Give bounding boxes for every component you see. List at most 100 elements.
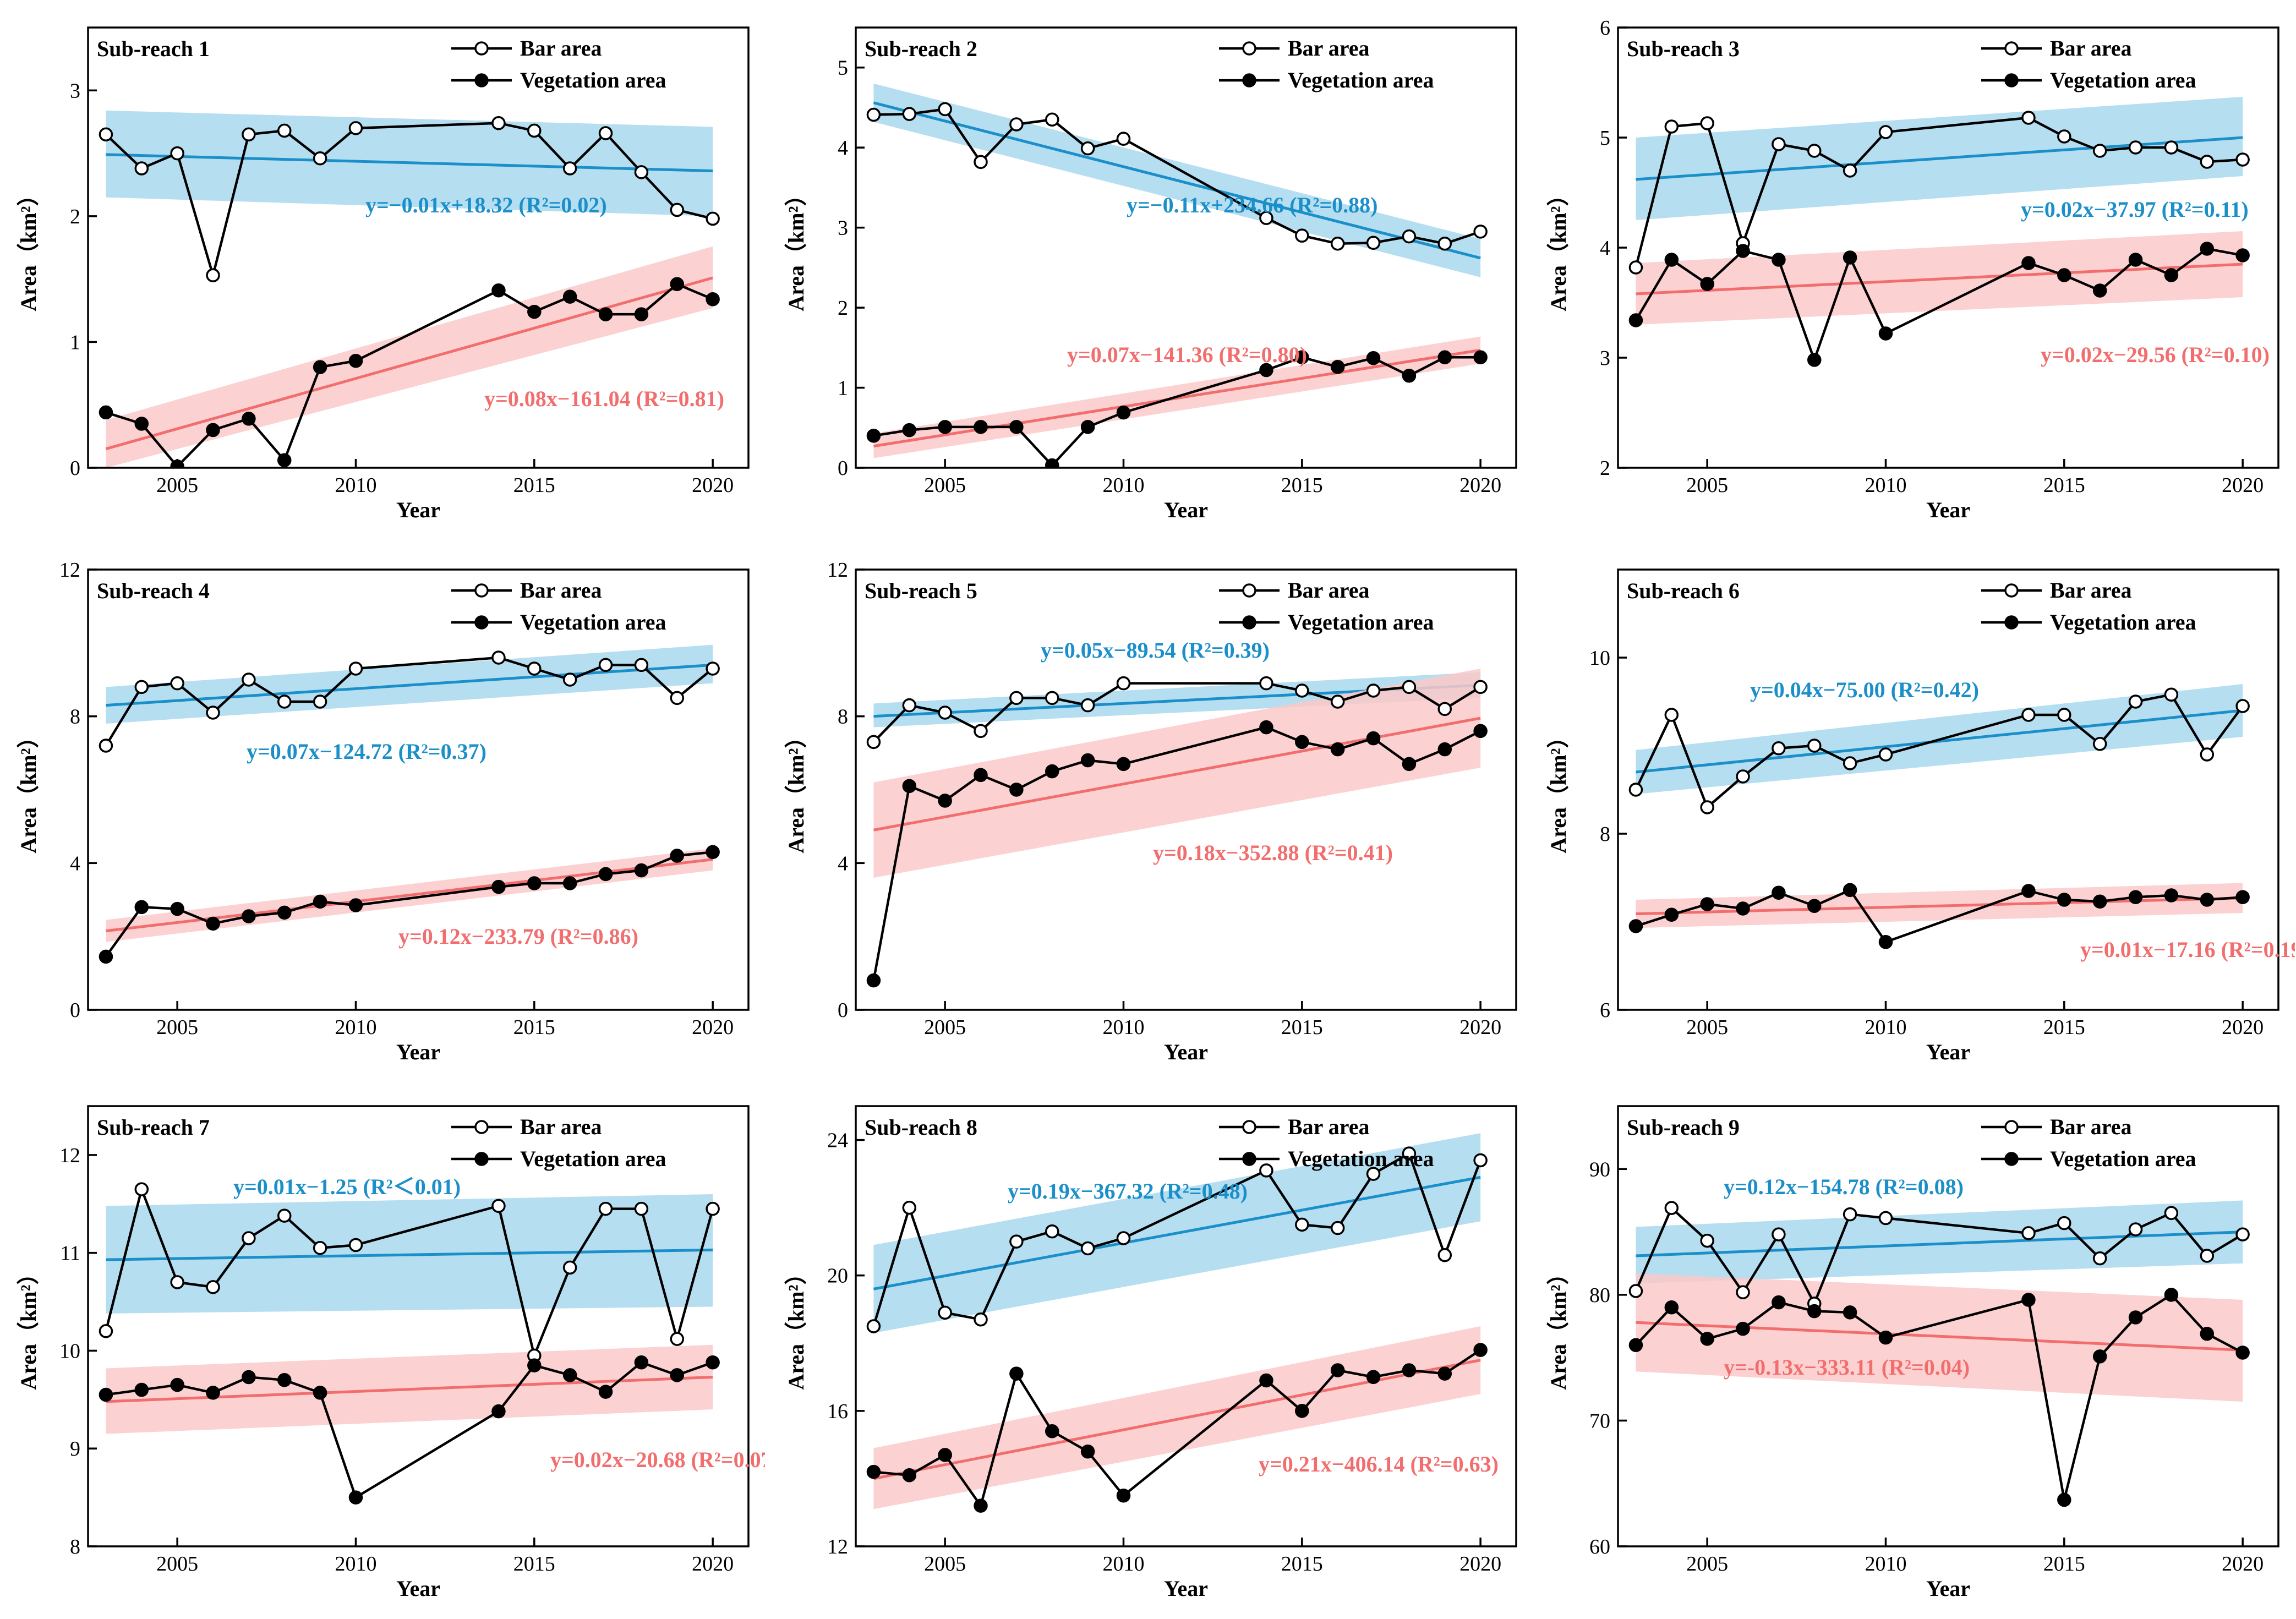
bar-area-point	[1295, 683, 1309, 698]
bar-fit-line	[873, 101, 1481, 260]
bar-area-point	[99, 127, 113, 142]
vegetation-fit-line	[1636, 262, 2243, 296]
bar-area-point	[1843, 756, 1857, 770]
y-axis-label: Area（km²）	[1546, 726, 1571, 853]
legend-item-bar-area: Bar area	[1981, 36, 2132, 61]
chart-panel: 2005 2010 2015 2020 0 1 2 3 4 5 Year Area（km²） Sub-r…	[768, 0, 1533, 537]
legend-label: Vegetation area	[2050, 68, 2196, 92]
chart-panel: 2005 2010 2015 2020 12 16 20 24 Year Area（km²） Sub…	[768, 1079, 1533, 1615]
legend-item-vegetation-area: Vegetation area	[1219, 68, 1434, 92]
plot-frame	[1617, 568, 2279, 1011]
plot-area	[1628, 97, 2250, 367]
vegetation-area-point	[562, 289, 577, 304]
vegetation-area-point	[1772, 885, 1786, 900]
bar-area-point	[1437, 702, 1452, 716]
bar-area-point	[938, 102, 952, 117]
panel-title: Sub-reach 8	[865, 1115, 977, 1140]
bar-fit-equation: y=−0.11x+234.66 (R²=0.88)	[1127, 193, 1377, 217]
bar-area-point	[1664, 708, 1679, 722]
vegetation-area-point	[1473, 724, 1488, 739]
y-tick-label: 4	[1600, 237, 1610, 260]
vegetation-area-point	[242, 909, 256, 923]
vegetation-area-point	[1295, 735, 1309, 750]
bar-area-point	[2128, 1222, 2143, 1237]
x-axis-label: Year	[1926, 1040, 1970, 1064]
vegetation-area-point	[1402, 1363, 1417, 1377]
x-tick-label: 2010	[335, 1552, 376, 1576]
x-tick-label: 2005	[924, 474, 966, 497]
legend-item-bar-area: Bar area	[1219, 578, 1370, 603]
vegetation-area-point	[1473, 1343, 1488, 1357]
y-tick-label: 4	[838, 852, 848, 875]
legend-label: Bar area	[2050, 578, 2132, 603]
vegetation-area-point	[2057, 268, 2071, 282]
vegetation-area-point	[902, 779, 917, 794]
y-tick-label: 8	[70, 705, 80, 729]
vegetation-area-point	[134, 900, 149, 915]
y-axis-label: Area（km²）	[784, 726, 808, 853]
bar-area-point	[866, 735, 881, 750]
bar-fit-equation: y=0.19x−367.32 (R²=0.48)	[1008, 1179, 1248, 1204]
bar-area-point	[1259, 1163, 1273, 1178]
vegetation-area-point	[866, 429, 881, 443]
bar-area-point	[1736, 1285, 1750, 1300]
bar-area-point	[134, 161, 149, 176]
vegetation-area-point	[706, 845, 720, 860]
vegetation-area-point	[1259, 720, 1273, 735]
legend-item-vegetation-area: Vegetation area	[1981, 68, 2196, 92]
x-axis-label: Year	[1164, 1040, 1208, 1064]
bar-area-point	[1700, 116, 1714, 130]
y-tick-label: 6	[1600, 999, 1610, 1022]
bar-area-point	[598, 126, 613, 140]
bar-area-point	[1473, 225, 1488, 239]
legend-label: Vegetation area	[520, 68, 666, 92]
panel-title: Sub-reach 4	[97, 578, 210, 603]
vegetation-area-point	[706, 1355, 720, 1370]
legend-label: Vegetation area	[520, 610, 666, 635]
y-tick-label: 3	[1600, 347, 1610, 370]
x-tick-label: 2020	[692, 1016, 734, 1039]
vegetation-area-point	[348, 1490, 363, 1505]
vegetation-area-point	[1843, 250, 1857, 265]
bar-area-point	[206, 705, 220, 720]
bar-area-point	[1628, 1284, 1643, 1298]
bar-area-point	[2021, 1226, 2036, 1240]
bar-area-point	[170, 1275, 184, 1289]
bar-area-point	[1700, 1233, 1714, 1248]
bar-fit-equation: y=0.02x−37.97 (R²=0.11)	[2021, 197, 2249, 222]
plot-area	[1628, 684, 2250, 949]
y-tick-label: 12	[59, 559, 80, 582]
legend-item-vegetation-area: Vegetation area	[1981, 1146, 2196, 1171]
vegetation-confidence-band	[873, 1326, 1481, 1509]
y-tick-label: 16	[827, 1400, 848, 1423]
x-tick-label: 2020	[2222, 1552, 2264, 1576]
bar-area-point	[2164, 140, 2179, 155]
bar-area-point	[1628, 783, 1643, 797]
bar-area-point	[1402, 1146, 1417, 1161]
bar-area-point	[1330, 236, 1345, 251]
bar-area-point	[491, 650, 506, 665]
legend-label: Bar area	[520, 1114, 602, 1139]
vegetation-area-point	[1700, 277, 1714, 291]
vegetation-area-point	[1772, 253, 1786, 267]
bar-fit-line	[1636, 709, 2243, 774]
vegetation-area-point	[562, 1368, 577, 1382]
bar-area-point	[902, 107, 917, 121]
bar-area-point	[634, 165, 649, 179]
bar-area-point	[2092, 737, 2107, 751]
y-axis-label: Area（km²）	[784, 184, 808, 311]
vegetation-area-point	[1080, 420, 1095, 434]
vegetation-area-point	[1116, 1488, 1131, 1503]
bar-area-point	[348, 661, 363, 676]
vegetation-area-point	[1473, 350, 1488, 365]
bar-area-point	[1009, 117, 1024, 132]
bar-area-point	[170, 146, 184, 161]
y-tick-label: 4	[838, 136, 848, 160]
vegetation-area-point	[242, 1370, 256, 1385]
vegetation-area-point	[1736, 1321, 1750, 1336]
legend-label: Bar area	[2050, 36, 2132, 61]
vegetation-area-point	[2092, 894, 2107, 909]
y-tick-label: 24	[827, 1129, 848, 1152]
bar-fit-line	[106, 663, 713, 707]
vegetation-area-point	[2200, 1326, 2215, 1341]
